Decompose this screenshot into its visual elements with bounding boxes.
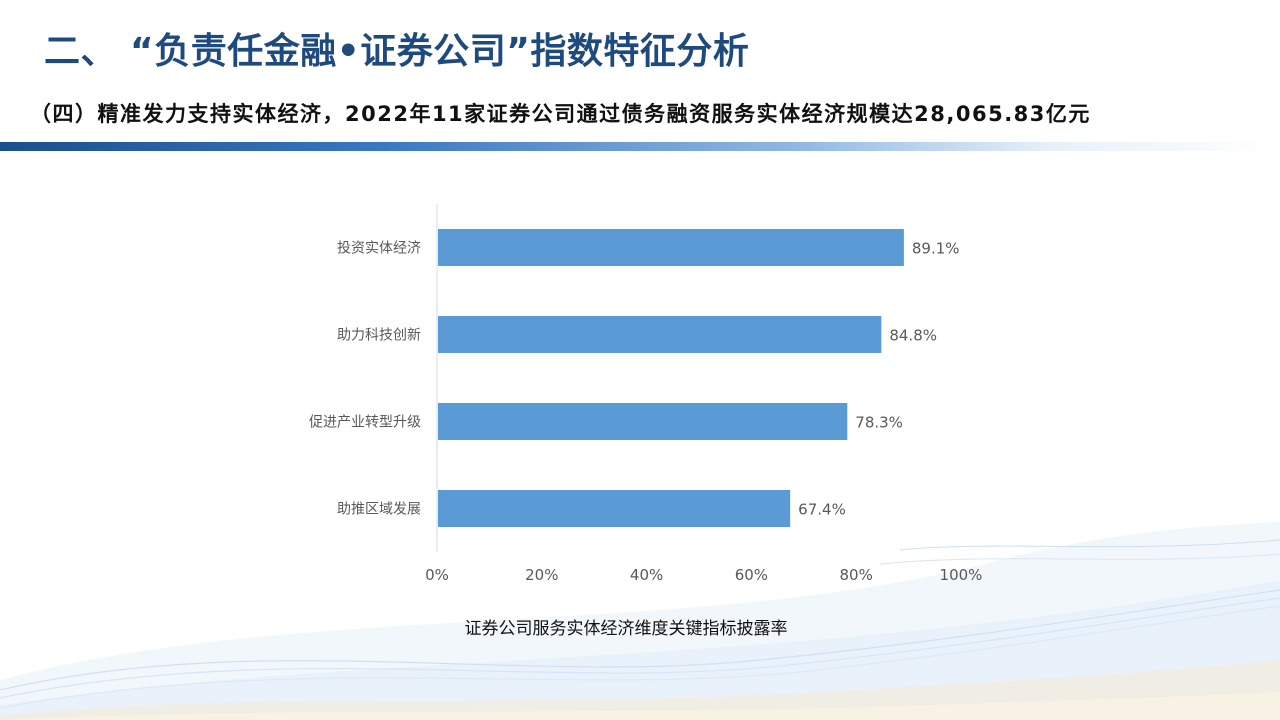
x-tick-label: 0% [425,566,449,584]
background-waves [0,522,1280,720]
slide-subtitle: （四）精准发力支持实体经济，2022年11家证券公司通过债务融资服务实体经济规模… [30,102,1091,126]
bar-4 [438,490,791,527]
category-label: 助力科技创新 [337,328,421,344]
x-tick-label: 20% [525,566,558,584]
category-label: 投资实体经济 [337,241,421,257]
category-label: 促进产业转型升级 [309,415,421,431]
x-tick-label: 40% [630,566,663,584]
data-label: 78.3% [855,414,903,432]
x-tick-label: 100% [940,566,983,584]
data-label: 84.8% [889,327,937,345]
bar-1 [438,229,904,266]
data-label: 89.1% [912,240,960,258]
slide-title: 二、 “负责任金融•证券公司”指数特征分析 [44,31,750,72]
chart-title: 证券公司服务实体经济维度关键指标披露率 [464,619,788,639]
x-tick-label: 80% [840,566,873,584]
bar-2 [438,316,882,353]
bar-3 [438,403,848,440]
header-divider [0,142,1280,151]
data-label: 67.4% [798,501,846,519]
category-label: 助推区域发展 [337,502,421,518]
x-tick-label: 60% [735,566,768,584]
